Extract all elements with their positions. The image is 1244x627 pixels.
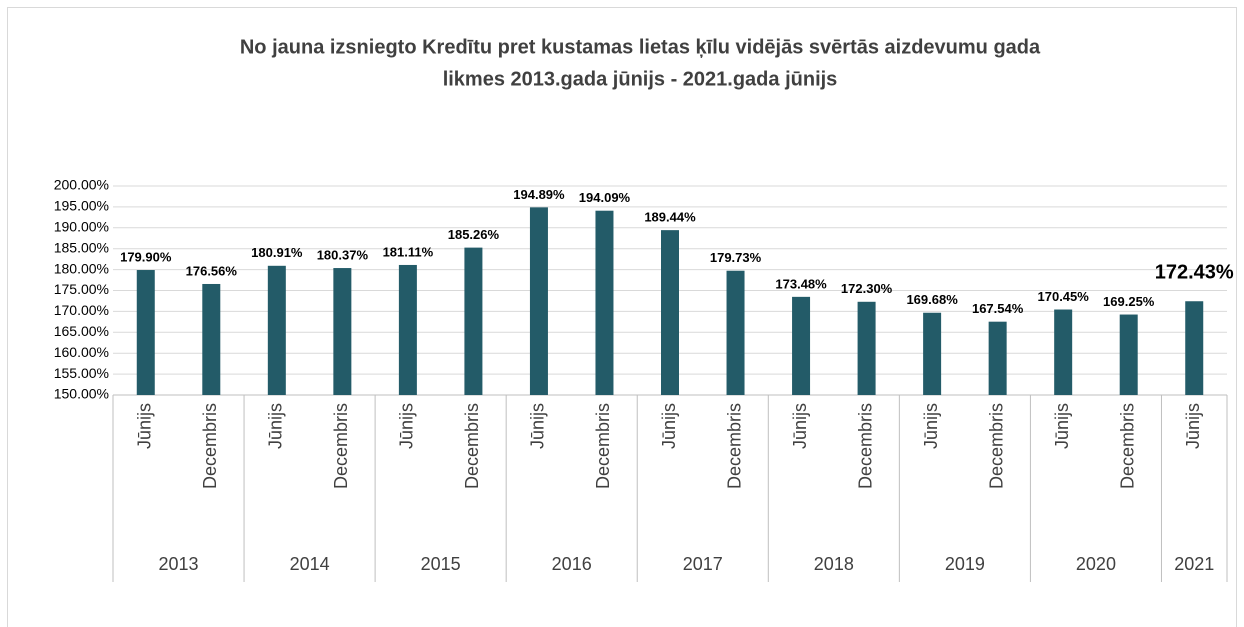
bar bbox=[1054, 309, 1073, 395]
chart-title: likmes 2013.gada jūnijs - 2021.gada jūni… bbox=[443, 68, 838, 90]
bar bbox=[398, 264, 417, 395]
bar bbox=[136, 270, 155, 395]
value-label: 169.25% bbox=[1103, 294, 1155, 309]
y-tick-label: 200.00% bbox=[54, 177, 109, 193]
value-label: 176.56% bbox=[186, 263, 238, 278]
bar bbox=[1185, 301, 1204, 395]
y-tick-label: 175.00% bbox=[54, 281, 109, 297]
x-tick-label: Decembris bbox=[462, 403, 482, 489]
chart-title: No jauna izsniegto Kredītu pret kustamas… bbox=[240, 36, 1041, 58]
group-label: 2013 bbox=[159, 554, 199, 574]
bar bbox=[464, 247, 483, 395]
value-label: 172.30% bbox=[841, 281, 893, 296]
y-tick-label: 170.00% bbox=[54, 302, 109, 318]
y-tick-label: 160.00% bbox=[54, 344, 109, 360]
bar bbox=[923, 312, 942, 395]
value-label: 181.11% bbox=[383, 244, 434, 259]
value-label: 189.44% bbox=[644, 210, 696, 225]
group-label: 2019 bbox=[945, 554, 985, 574]
value-label: 180.37% bbox=[317, 247, 369, 262]
x-tick-label: Decembris bbox=[331, 403, 351, 489]
y-tick-label: 150.00% bbox=[54, 386, 109, 402]
y-tick-label: 165.00% bbox=[54, 323, 109, 339]
group-label: 2016 bbox=[552, 554, 592, 574]
bar bbox=[726, 270, 745, 395]
x-tick-label: Jūnijs bbox=[921, 403, 941, 449]
y-tick-label: 155.00% bbox=[54, 365, 109, 381]
bar bbox=[661, 230, 679, 395]
bar bbox=[267, 265, 286, 395]
value-label: 180.91% bbox=[251, 245, 303, 260]
value-label: 172.43% bbox=[1155, 262, 1234, 284]
y-tick-label: 195.00% bbox=[54, 198, 109, 214]
x-tick-label: Decembris bbox=[855, 403, 875, 489]
bar bbox=[1119, 314, 1138, 395]
value-label: 173.48% bbox=[775, 276, 827, 291]
value-label: 169.68% bbox=[906, 292, 958, 307]
bar bbox=[792, 296, 811, 395]
group-label: 2015 bbox=[421, 554, 461, 574]
x-tick-label: Jūnijs bbox=[659, 403, 679, 449]
value-label: 179.90% bbox=[120, 249, 172, 264]
bar bbox=[988, 321, 1007, 395]
x-tick-label: Decembris bbox=[724, 403, 744, 489]
bar bbox=[857, 301, 876, 395]
x-tick-label: Decembris bbox=[986, 403, 1006, 489]
group-label: 2017 bbox=[683, 554, 723, 574]
x-tick-label: Jūnijs bbox=[528, 403, 548, 449]
bar bbox=[333, 268, 352, 395]
bar bbox=[202, 283, 221, 395]
x-tick-label: Decembris bbox=[593, 403, 613, 489]
value-label: 167.54% bbox=[972, 301, 1024, 316]
x-tick-label: Jūnijs bbox=[266, 403, 286, 449]
group-label: 2014 bbox=[290, 554, 330, 574]
x-tick-label: Jūnijs bbox=[397, 403, 417, 449]
y-tick-label: 180.00% bbox=[54, 260, 109, 276]
x-tick-label: Decembris bbox=[1117, 403, 1137, 489]
value-label: 194.89% bbox=[513, 187, 565, 202]
group-label: 2021 bbox=[1174, 554, 1214, 574]
x-tick-label: Decembris bbox=[200, 403, 220, 489]
bar bbox=[529, 207, 548, 395]
value-label: 194.09% bbox=[579, 190, 631, 205]
value-label: 185.26% bbox=[448, 227, 500, 242]
frame bbox=[7, 7, 1237, 627]
x-tick-label: Jūnijs bbox=[1183, 403, 1203, 449]
y-tick-label: 190.00% bbox=[54, 219, 109, 235]
group-label: 2018 bbox=[814, 554, 854, 574]
value-label: 170.45% bbox=[1038, 289, 1090, 304]
group-label: 2020 bbox=[1076, 554, 1116, 574]
bar bbox=[595, 210, 614, 395]
x-tick-label: Jūnijs bbox=[135, 403, 155, 449]
value-label: 179.73% bbox=[710, 250, 762, 265]
x-tick-label: Jūnijs bbox=[790, 403, 810, 449]
y-tick-label: 185.00% bbox=[54, 239, 109, 255]
x-tick-label: Jūnijs bbox=[1052, 403, 1072, 449]
